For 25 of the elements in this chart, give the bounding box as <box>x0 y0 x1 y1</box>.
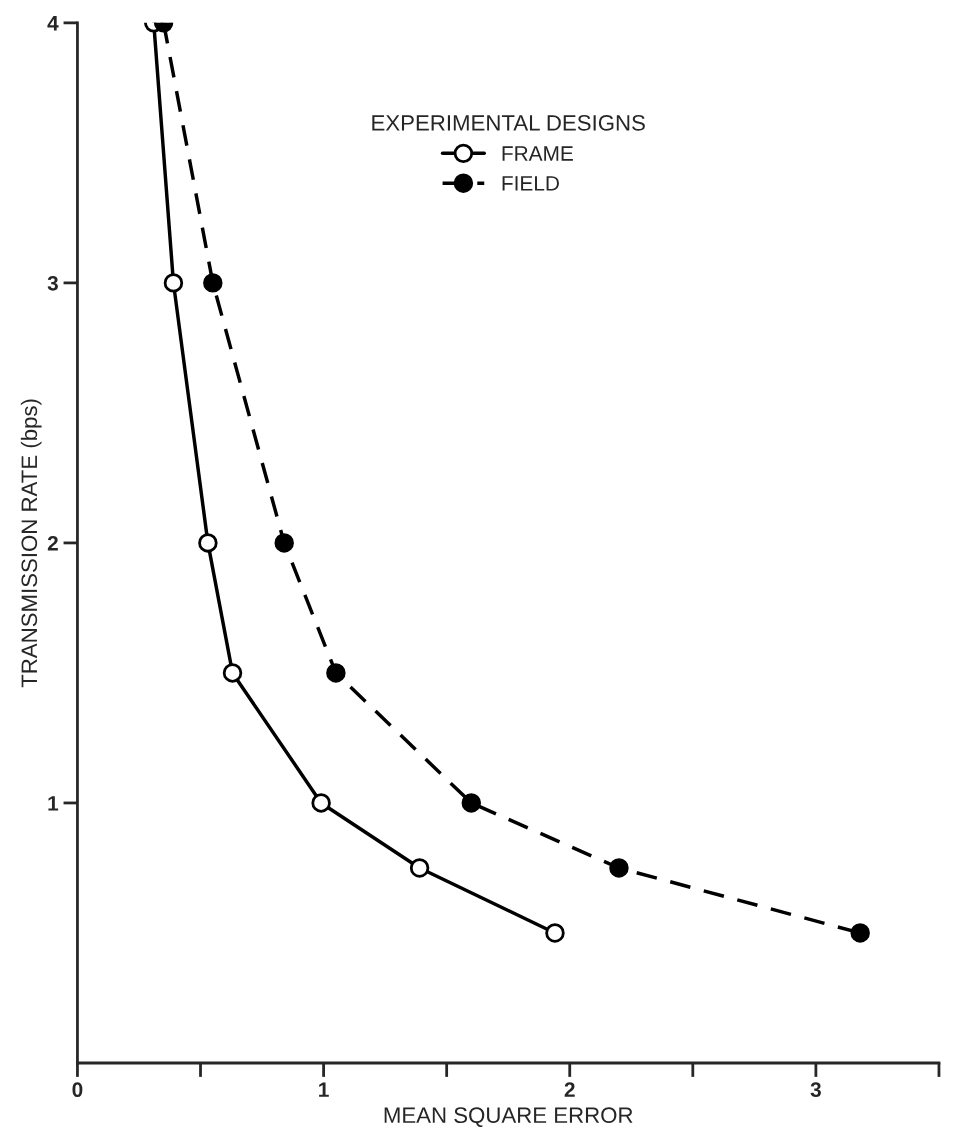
legend-title: EXPERIMENTAL DESIGNS <box>372 115 645 131</box>
point <box>222 663 243 683</box>
x-tick-label: 2 <box>564 1082 575 1097</box>
point <box>609 858 629 878</box>
y-tick-label: 1 <box>48 796 59 811</box>
point <box>311 793 331 813</box>
x-axis-title: MEAN SQUARE ERROR <box>384 1107 633 1128</box>
y-tick-label: 4 <box>47 16 59 31</box>
x-tick-label: 0 <box>72 1082 83 1098</box>
point <box>203 273 223 293</box>
point <box>409 858 430 878</box>
y-tick-label: 2 <box>47 535 58 551</box>
point <box>545 923 565 943</box>
legend-label: FRAME <box>502 146 573 161</box>
point <box>461 793 481 813</box>
point <box>274 533 294 553</box>
y-tick-label: 3 <box>47 275 58 291</box>
point <box>850 923 870 943</box>
point <box>163 273 184 293</box>
y-axis-title: TRANSMISSION RATE (bps) <box>20 399 42 688</box>
point <box>326 663 346 683</box>
x-tick-label: 1 <box>319 1082 329 1097</box>
x-tick-label: 3 <box>810 1082 821 1098</box>
point <box>198 533 218 553</box>
legend-label: FIELD <box>502 176 559 191</box>
